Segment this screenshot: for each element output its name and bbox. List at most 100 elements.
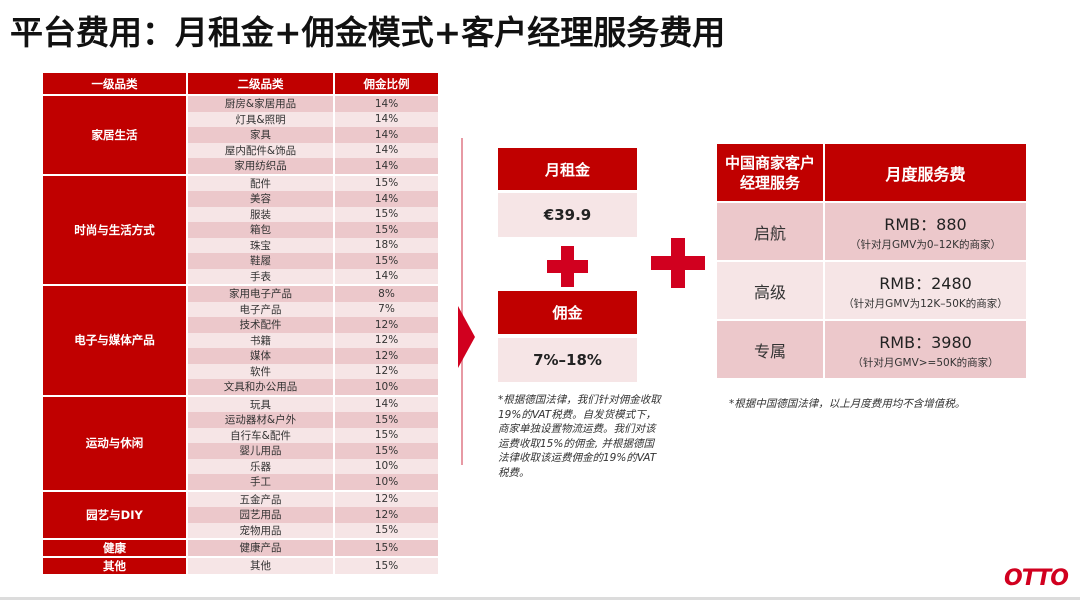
tier-price: RMB：880 bbox=[884, 215, 967, 234]
header-service: 中国商家客户经理服务 bbox=[717, 144, 825, 201]
level1-category: 电子与媒体产品 bbox=[43, 286, 188, 395]
commission-rate: 14% bbox=[374, 97, 399, 110]
level2-category: 鞋履 bbox=[188, 253, 335, 269]
table-row: 文具和办公用品 10% bbox=[188, 379, 438, 395]
tier-condition: （针对月GMV为12K–50K的商家） bbox=[843, 298, 1008, 310]
table-row: 媒体 12% bbox=[188, 348, 438, 364]
commission-rate: 12% bbox=[374, 508, 399, 521]
level2-category: 手表 bbox=[188, 268, 335, 284]
commission-rate: 14% bbox=[374, 128, 399, 141]
plus-icon bbox=[651, 238, 705, 288]
commission-rate: 15% bbox=[374, 524, 399, 537]
level2-category: 婴儿用品 bbox=[188, 443, 335, 459]
table-row: 五金产品 12% bbox=[188, 491, 438, 507]
category-group: 其他 其他 15% bbox=[43, 556, 438, 574]
table-row: 健康产品 15% bbox=[188, 540, 438, 556]
table-row: 技术配件 12% bbox=[188, 317, 438, 333]
footer-divider bbox=[0, 597, 1080, 600]
rent-value: €39.9 bbox=[498, 193, 637, 237]
service-row: 启航 RMB：880 （针对月GMV为0–12K的商家） bbox=[717, 203, 1026, 262]
category-group: 电子与媒体产品 家用电子产品 8% 电子产品 7% 技术配件 12% 书籍 12% 媒体 12% 软件… bbox=[43, 284, 438, 395]
commission-rate: 18% bbox=[374, 239, 399, 252]
category-group: 家居生活 厨房&家居用品 14% 灯具&照明 14% 家具 14% 屋内配件&饰品 14% 家用纺… bbox=[43, 94, 438, 174]
level2-category: 家用纺织品 bbox=[188, 158, 335, 174]
table-row: 乐器 10% bbox=[188, 458, 438, 474]
level2-category: 玩具 bbox=[188, 396, 335, 412]
level1-category: 其他 bbox=[43, 558, 188, 574]
header-monthly-fee: 月度服务费 bbox=[885, 164, 966, 184]
commission-rate: 14% bbox=[374, 398, 399, 411]
level2-category: 软件 bbox=[188, 363, 335, 379]
level2-category: 技术配件 bbox=[188, 317, 335, 333]
level2-category: 乐器 bbox=[188, 458, 335, 474]
table-row: 园艺用品 12% bbox=[188, 507, 438, 523]
header-rate: 佣金比例 bbox=[335, 73, 438, 94]
commission-rate: 15% bbox=[374, 413, 399, 426]
page-title: 平台费用：月租金+佣金模式+客户经理服务费用 bbox=[10, 13, 726, 52]
commission-table: 一级品类 二级品类 佣金比例 家居生活 厨房&家居用品 14% 灯具&照明 14% 家具 1… bbox=[43, 73, 438, 574]
table-row: 鞋履 15% bbox=[188, 253, 438, 269]
commission-rate: 10% bbox=[374, 475, 399, 488]
category-group: 时尚与生活方式 配件 15% 美容 14% 服装 15% 箱包 15% 珠宝 18% 鞋履 15% 手表 1… bbox=[43, 173, 438, 284]
divider-line bbox=[461, 138, 463, 465]
level2-category: 宠物用品 bbox=[188, 522, 335, 538]
level2-category: 服装 bbox=[188, 206, 335, 222]
table-row: 软件 12% bbox=[188, 363, 438, 379]
vat-note: *根据德国法律，我们针对佣金收取19%的VAT税费。自发货模式下，商家单独设置物… bbox=[498, 394, 661, 479]
level1-category: 园艺与DIY bbox=[43, 491, 188, 538]
table-row: 宠物用品 15% bbox=[188, 522, 438, 538]
table-row: 家用电子产品 8% bbox=[188, 286, 438, 302]
service-row: 高级 RMB：2480 （针对月GMV为12K–50K的商家） bbox=[717, 262, 1026, 321]
service-row: 专属 RMB：3980 （针对月GMV>=50K的商家） bbox=[717, 321, 1026, 380]
header-level1: 一级品类 bbox=[43, 73, 188, 94]
header-level2: 二级品类 bbox=[188, 73, 335, 94]
level2-category: 配件 bbox=[188, 175, 335, 191]
table-row: 厨房&家居用品 14% bbox=[188, 96, 438, 112]
commission-rate: 14% bbox=[374, 144, 399, 157]
commission-rate: 14% bbox=[374, 113, 399, 126]
table-row: 电子产品 7% bbox=[188, 301, 438, 317]
table-row: 书籍 12% bbox=[188, 332, 438, 348]
level2-category: 厨房&家居用品 bbox=[188, 96, 335, 112]
commission-rate: 12% bbox=[374, 334, 399, 347]
tax-note: *根据中国德国法律，以上月度费用均不含增值税。 bbox=[729, 398, 966, 410]
table-row: 家用纺织品 14% bbox=[188, 158, 438, 174]
commission-rate: 10% bbox=[374, 460, 399, 473]
level1-category: 运动与休闲 bbox=[43, 396, 188, 490]
level2-category: 园艺用品 bbox=[188, 507, 335, 523]
otto-logo: OTTO bbox=[1004, 566, 1069, 591]
category-group: 健康 健康产品 15% bbox=[43, 538, 438, 556]
commission-rate: 12% bbox=[374, 349, 399, 362]
level2-category: 箱包 bbox=[188, 222, 335, 238]
category-group: 运动与休闲 玩具 14% 运动器材&户外 15% 自行车&配件 15% 婴儿用品 15% 乐器 10… bbox=[43, 394, 438, 490]
table-row: 灯具&照明 14% bbox=[188, 111, 438, 127]
service-fee-table: 中国商家客户经理服务 月度服务费 启航 RMB：880 （针对月GMV为0–12K… bbox=[717, 144, 1026, 380]
tier-name: 专属 bbox=[717, 321, 825, 378]
commission-rate: 12% bbox=[374, 493, 399, 506]
commission-rate: 15% bbox=[374, 429, 399, 442]
table-row: 珠宝 18% bbox=[188, 237, 438, 253]
table-row: 自行车&配件 15% bbox=[188, 427, 438, 443]
level2-category: 书籍 bbox=[188, 332, 335, 348]
arrow-right-icon bbox=[458, 306, 475, 368]
table-row: 手表 14% bbox=[188, 268, 438, 284]
table-body: 家居生活 厨房&家居用品 14% 灯具&照明 14% 家具 14% 屋内配件&饰品 14% 家用纺… bbox=[43, 94, 438, 574]
tier-price: RMB：2480 bbox=[879, 274, 972, 293]
table-row: 手工 10% bbox=[188, 474, 438, 490]
level2-category: 家用电子产品 bbox=[188, 286, 335, 302]
commission-rate: 8% bbox=[378, 287, 395, 300]
tier-name: 高级 bbox=[717, 262, 825, 319]
rent-label: 月租金 bbox=[498, 148, 637, 190]
level2-category: 灯具&照明 bbox=[188, 111, 335, 127]
level2-category: 媒体 bbox=[188, 348, 335, 364]
commission-rate: 15% bbox=[374, 254, 399, 267]
commission-rate: 10% bbox=[374, 380, 399, 393]
commission-rate: 14% bbox=[374, 192, 399, 205]
commission-rate: 7% bbox=[378, 303, 395, 316]
level1-category: 健康 bbox=[43, 540, 188, 556]
commission-rate: 15% bbox=[374, 541, 399, 554]
commission-rate: 14% bbox=[374, 270, 399, 283]
commission-rate: 15% bbox=[374, 223, 399, 236]
service-header-row: 中国商家客户经理服务 月度服务费 bbox=[717, 144, 1026, 203]
tier-price: RMB：3980 bbox=[879, 333, 972, 352]
